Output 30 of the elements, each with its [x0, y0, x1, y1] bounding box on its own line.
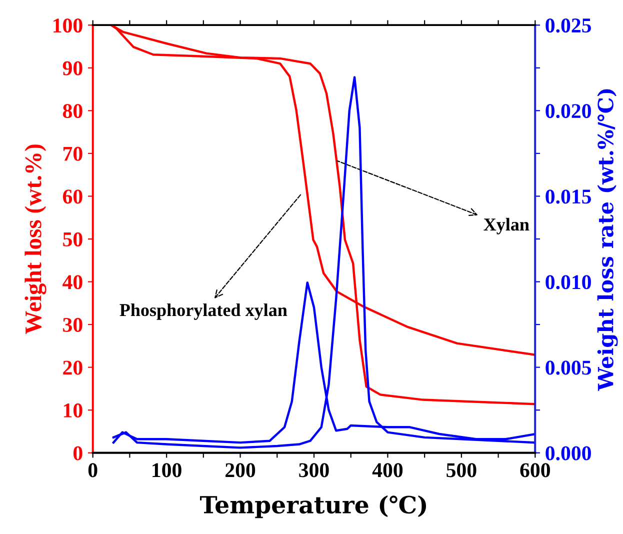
- y-tick-label: 90: [62, 61, 82, 76]
- annotation: Xylan: [484, 218, 530, 234]
- y2-tick-label: 0.005: [546, 360, 591, 375]
- y-tick-label: 60: [62, 190, 82, 204]
- x-tick-label: 500: [446, 463, 476, 478]
- y2-tick-label: 0.000: [546, 446, 591, 460]
- x-tick-label: 100: [152, 463, 182, 478]
- y-tick-label: 100: [54, 18, 82, 33]
- x-tick-label: 400: [372, 463, 403, 478]
- x-tick-label: 0: [88, 463, 98, 478]
- y2-tick-label: 0.015: [546, 190, 591, 204]
- y-tick-label: 0: [73, 446, 82, 460]
- y2-tick-label: 0.020: [546, 104, 591, 118]
- y-tick-label: 20: [63, 360, 82, 375]
- y-tick-label: 50: [63, 232, 82, 246]
- x-tick-label: 300: [299, 463, 329, 478]
- annotation: Phosphorylated xylan: [120, 303, 288, 320]
- line-series: [112, 76, 536, 449]
- x-tick-label: 600: [520, 463, 550, 478]
- y2-tick-label: 0.010: [546, 275, 591, 290]
- y-tick-label: 40: [62, 275, 82, 290]
- y2-tick-label: 0.025: [546, 18, 591, 33]
- x-axis-title: Temperature (℃): [200, 495, 426, 518]
- y-tick-label: 80: [62, 104, 82, 118]
- y-tick-label: 70: [63, 146, 82, 161]
- y-tick-label: 30: [63, 318, 82, 332]
- x-tick-label: 200: [226, 463, 256, 478]
- y-tick-label: 10: [64, 403, 82, 418]
- y2-axis-title: Weight loss rate (wt.%/℃): [597, 89, 618, 391]
- y-axis-title: Weight loss (wt.%): [24, 144, 46, 334]
